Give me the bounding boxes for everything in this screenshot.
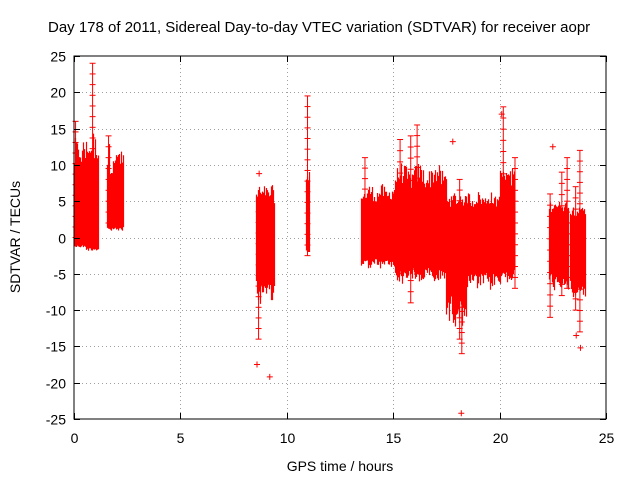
x-tick-label: 5 <box>177 430 185 446</box>
data-point <box>458 410 465 417</box>
y-tick-label: 10 <box>50 158 66 174</box>
data-band <box>394 163 448 284</box>
x-tick-label: 20 <box>493 430 509 446</box>
data-point <box>449 138 456 145</box>
y-tick-label: -25 <box>46 412 66 428</box>
y-tick-label: 25 <box>50 49 66 65</box>
data-points <box>72 62 587 417</box>
data-band <box>106 144 125 231</box>
axis-ticks: 0 5 10 15 20 25 25 20 15 10 5 0 -5 -10 -15 -20 -25 <box>46 49 615 447</box>
data-point <box>256 170 263 177</box>
plot-frame <box>73 55 607 420</box>
y-tick-label: -20 <box>46 376 66 392</box>
x-tick-label: 10 <box>280 430 296 446</box>
y-tick-label: -5 <box>54 267 67 283</box>
data-band <box>548 201 570 291</box>
data-point <box>254 361 261 368</box>
data-band <box>569 207 587 298</box>
data-point <box>577 344 584 351</box>
y-tick-label: -15 <box>46 339 66 355</box>
y-tick-label: 20 <box>50 85 66 101</box>
x-tick-label: 0 <box>71 430 79 446</box>
data-band <box>465 192 502 290</box>
y-tick-label: -10 <box>46 303 66 319</box>
y-axis-label: SDTVAR / TECUs <box>7 181 23 293</box>
data-band <box>445 193 468 327</box>
data-point <box>573 332 580 339</box>
data-point <box>266 373 273 380</box>
grid-lines <box>74 56 606 419</box>
chart-title: Day 178 of 2011, Sidereal Day-to-day VTE… <box>48 19 591 36</box>
x-tick-label: 15 <box>386 430 402 446</box>
data-band <box>499 168 516 283</box>
x-tick-label: 25 <box>599 430 615 446</box>
data-point <box>498 111 505 118</box>
y-tick-label: 15 <box>50 122 66 138</box>
x-axis-label: GPS time / hours <box>287 458 394 474</box>
data-band <box>360 184 397 269</box>
data-point <box>549 143 556 150</box>
y-tick-label: 0 <box>58 231 66 247</box>
data-band <box>73 138 88 248</box>
y-tick-label: 5 <box>58 194 66 210</box>
